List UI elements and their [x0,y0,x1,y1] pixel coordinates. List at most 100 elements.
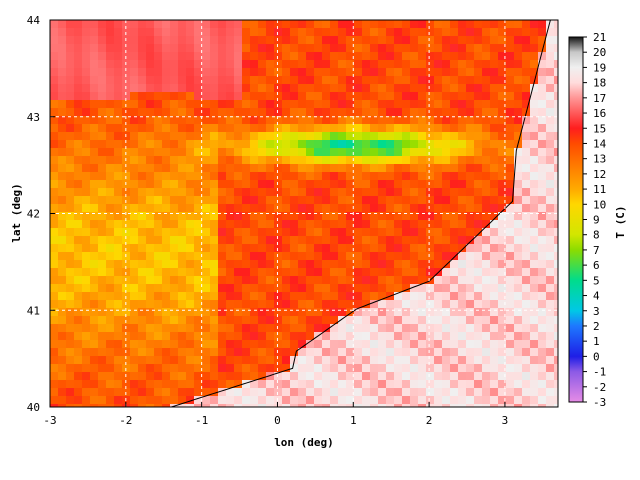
temperature-cell [530,196,538,204]
temperature-cell [402,164,410,172]
temperature-cell [370,308,378,316]
temperature-cell [322,132,330,140]
temperature-cell [386,372,394,380]
temperature-cell [218,268,226,276]
temperature-cell [330,404,338,407]
temperature-cell [290,236,298,244]
temperature-cell [266,164,274,172]
temperature-cell [394,244,402,252]
temperature-cell [450,28,458,36]
temperature-cell [146,124,154,132]
temperature-cell [226,196,234,204]
temperature-cell [498,220,506,228]
temperature-cell [218,388,226,396]
temperature-cell [530,188,538,196]
temperature-cell [274,228,282,236]
temperature-cell [370,204,378,212]
temperature-cell [346,116,354,124]
temperature-cell [170,284,178,292]
temperature-cell [394,92,402,100]
temperature-cell [426,204,434,212]
temperature-cell [322,340,330,348]
temperature-cell [74,188,82,196]
temperature-cell [106,212,114,220]
temperature-cell [410,268,418,276]
temperature-cell [90,316,98,324]
temperature-cell [178,228,186,236]
temperature-cell [442,308,450,316]
temperature-cell [178,36,186,44]
temperature-cell [186,164,194,172]
temperature-cell [426,92,434,100]
temperature-cell [114,244,122,252]
temperature-cell [450,44,458,52]
temperature-cell [146,348,154,356]
x-tick-label: 0 [274,414,281,427]
temperature-cell [538,156,546,164]
temperature-cell [98,236,106,244]
temperature-cell [74,332,82,340]
temperature-cell [282,356,290,364]
temperature-cell [538,196,546,204]
temperature-cell [338,324,346,332]
temperature-cell [514,332,522,340]
temperature-cell [130,252,138,260]
temperature-cell [58,84,66,92]
temperature-cell [442,196,450,204]
temperature-cell [162,300,170,308]
temperature-cell [210,196,218,204]
temperature-cell [162,220,170,228]
temperature-cell [514,228,522,236]
temperature-cell [306,204,314,212]
temperature-cell [122,356,130,364]
temperature-cell [362,388,370,396]
temperature-cell [362,36,370,44]
temperature-cell [98,356,106,364]
temperature-cell [442,92,450,100]
temperature-cell [490,36,498,44]
temperature-cell [250,244,258,252]
temperature-cell [346,188,354,196]
temperature-cell [378,20,386,28]
temperature-cell [194,260,202,268]
temperature-cell [194,252,202,260]
temperature-cell [330,388,338,396]
temperature-cell [522,20,530,28]
temperature-cell [210,276,218,284]
temperature-cell [242,404,250,407]
temperature-cell [282,44,290,52]
temperature-cell [138,108,146,116]
temperature-cell [386,308,394,316]
temperature-cell [362,124,370,132]
temperature-cell [250,148,258,156]
temperature-cell [298,84,306,92]
temperature-cell [410,276,418,284]
temperature-cell [250,116,258,124]
temperature-cell [130,180,138,188]
temperature-cell [186,244,194,252]
temperature-cell [98,284,106,292]
temperature-cell [482,220,490,228]
temperature-cell [354,252,362,260]
temperature-cell [98,148,106,156]
temperature-cell [154,364,162,372]
temperature-cell [234,292,242,300]
temperature-cell [394,300,402,308]
temperature-cell [346,380,354,388]
temperature-cell [314,316,322,324]
temperature-cell [282,292,290,300]
temperature-cell [442,244,450,252]
temperature-cell [378,52,386,60]
temperature-cell [346,108,354,116]
temperature-cell [186,348,194,356]
temperature-cell [378,404,386,407]
temperature-cell [466,188,474,196]
temperature-cell [514,236,522,244]
temperature-cell [154,236,162,244]
temperature-cell [90,308,98,316]
temperature-cell [482,324,490,332]
temperature-cell [402,108,410,116]
temperature-cell [394,268,402,276]
temperature-cell [434,388,442,396]
